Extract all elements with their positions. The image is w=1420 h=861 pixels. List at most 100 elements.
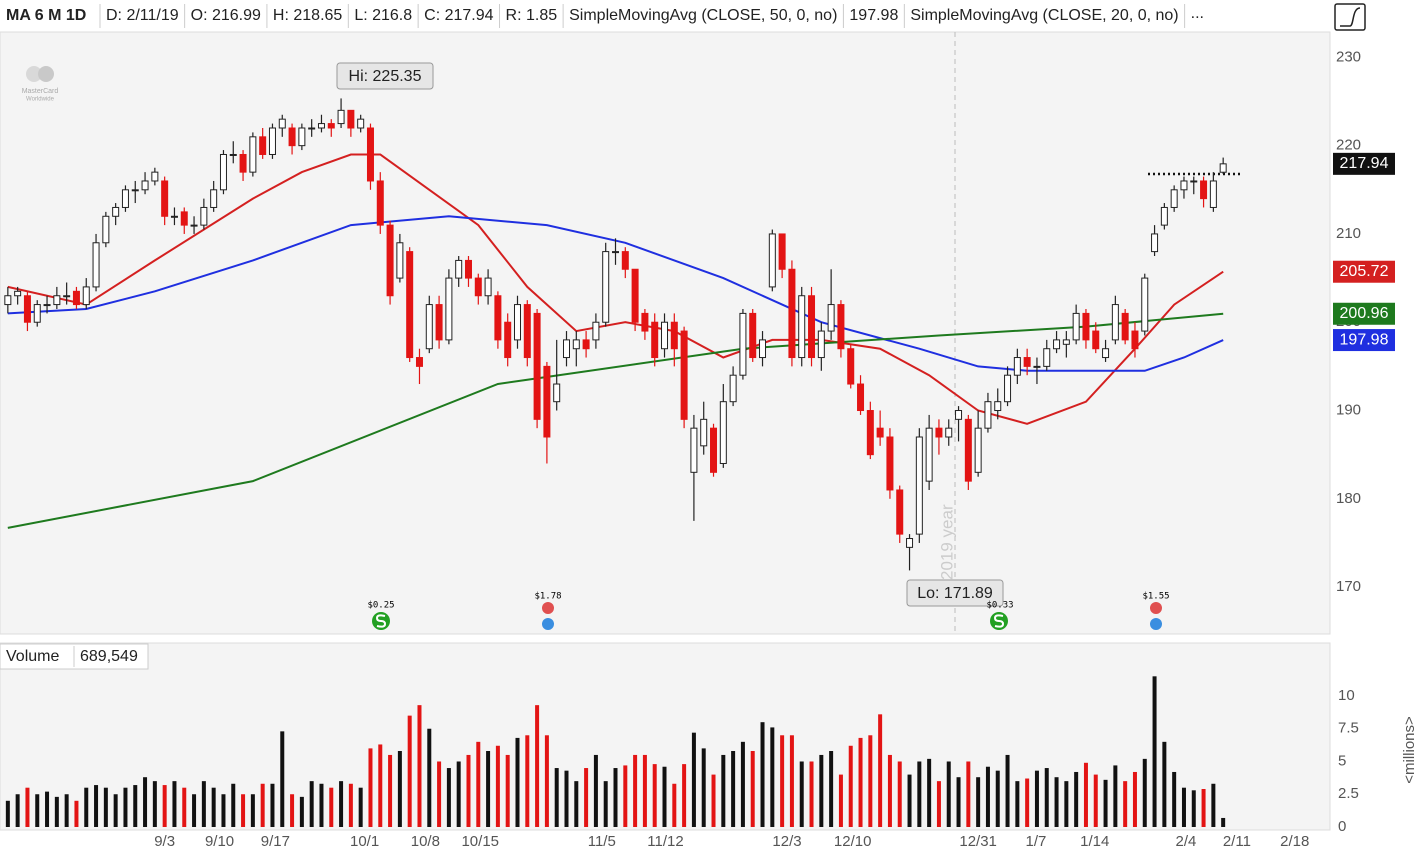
volume-bar [54, 796, 59, 827]
candle-body [788, 268, 796, 359]
candle-body [249, 136, 257, 173]
dividend-label: $1.55 [1142, 592, 1169, 602]
volume-bar [143, 777, 148, 827]
candle-body [582, 339, 590, 350]
candle-body [915, 436, 923, 535]
candle-body [1219, 163, 1227, 173]
volume-bar [1074, 771, 1079, 827]
candle-body [964, 418, 972, 482]
candle-body [729, 374, 737, 403]
volume-bar [525, 735, 530, 827]
candle-body [4, 295, 12, 306]
candle-body [63, 295, 71, 298]
candle-body [219, 153, 227, 191]
volume-bar [1034, 770, 1039, 827]
candle-body [239, 153, 247, 173]
x-tick-label: 12/31 [959, 833, 997, 850]
study-label: SimpleMovingAvg (CLOSE, 50, 0, no) [569, 7, 837, 24]
candle-body [1062, 339, 1070, 345]
volume-bar [456, 761, 461, 827]
y-tick-label: 220 [1336, 137, 1361, 154]
volume-bar [750, 751, 755, 827]
candle-body [778, 233, 786, 270]
last-price-box [1333, 152, 1395, 175]
volume-bar [711, 774, 716, 827]
volume-bar [1015, 781, 1020, 827]
volume-bar [564, 770, 569, 827]
volume-bar [907, 774, 912, 827]
volume-bar [1005, 754, 1010, 827]
candle-body [1053, 339, 1061, 350]
y-tick-label: 230 [1336, 48, 1361, 65]
volume-bar [682, 764, 687, 827]
candle-body [415, 357, 423, 367]
volume-bar [1152, 676, 1157, 827]
candle-body [268, 127, 276, 155]
volume-bar [740, 741, 745, 827]
volume-bar [878, 714, 883, 827]
volume-bar [417, 705, 422, 827]
logo-text: MasterCard [22, 88, 59, 95]
candle-body [288, 127, 296, 147]
candle-body [1160, 206, 1168, 226]
candle-body [141, 180, 149, 191]
candle-body [102, 215, 110, 244]
volume-bar [623, 765, 628, 827]
candle-body [749, 312, 757, 359]
candle-body [827, 304, 835, 332]
candle-body [1121, 312, 1129, 341]
volume-bar [701, 748, 706, 827]
x-tick-label: 2/4 [1175, 833, 1196, 850]
volume-bar [819, 754, 824, 827]
header-item: R: 1.85 [506, 7, 558, 24]
x-tick-label: 1/14 [1080, 833, 1109, 850]
candle-body [592, 321, 600, 341]
candle-body [278, 118, 286, 129]
candle-body [317, 123, 325, 129]
volume-bar [731, 751, 736, 827]
volume-bar [466, 754, 471, 827]
volume-bar [486, 751, 491, 827]
candle-body [112, 206, 120, 217]
header-item: H: 218.65 [273, 7, 342, 24]
candle-body [719, 401, 727, 464]
candle-body [974, 427, 982, 473]
volume-bar [995, 770, 1000, 827]
candle-body [984, 401, 992, 429]
candle-body [1043, 348, 1051, 367]
volume-bar [397, 751, 402, 827]
chart-style-icon[interactable] [1334, 3, 1366, 31]
volume-bar [123, 787, 128, 827]
ma-last-value-box [1333, 302, 1395, 325]
candle-body [327, 123, 335, 129]
volume-bar [1123, 781, 1128, 827]
more-menu[interactable]: ... [1191, 5, 1204, 22]
candle-body [1209, 180, 1217, 208]
candle-body [1033, 365, 1041, 368]
candle-body [602, 251, 610, 323]
dividend-label: $0.33 [986, 601, 1013, 611]
candle-body [700, 418, 708, 447]
candle-body [641, 312, 649, 332]
x-tick-label: 9/17 [261, 833, 290, 850]
candle-body [504, 321, 512, 359]
volume-bar [290, 794, 295, 827]
volume-bar [103, 787, 108, 827]
y-tick-label: 190 [1336, 401, 1361, 418]
volume-bar [633, 754, 638, 827]
candle-body [1200, 180, 1208, 200]
volume-bar [299, 796, 304, 827]
x-tick-label: 2/18 [1280, 833, 1309, 850]
volume-bar [838, 774, 843, 827]
volume-tick-label: 5 [1338, 752, 1346, 769]
candle-body [612, 251, 620, 254]
volume-bar [917, 761, 922, 827]
volume-bar [1181, 787, 1186, 827]
candle-body [161, 180, 169, 217]
volume-bar [868, 735, 873, 827]
candle-body [23, 295, 31, 323]
x-tick-label: 11/12 [647, 833, 683, 850]
candle-body [1190, 180, 1198, 183]
year-label: 2019 year [937, 504, 956, 580]
candle-body [798, 295, 806, 359]
